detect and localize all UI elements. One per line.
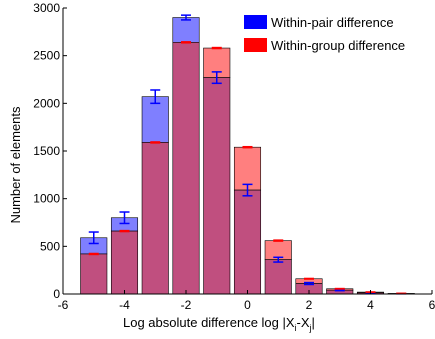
axes-layer: -6 -4 -2 0 2 4 6 0 500 1000 1500 2000 2500 3000 (33, 1, 435, 312)
y-tick-label-6: 3000 (33, 1, 60, 15)
y-tick-label-0: 0 (53, 287, 60, 301)
y-tick-label-3: 1500 (33, 144, 60, 158)
bar-overlap-0 (80, 253, 108, 295)
legend-swatch-within-pair (244, 15, 267, 29)
y-tick-label-1: 500 (40, 239, 60, 253)
x-tick-label-6: 6 (429, 298, 435, 312)
bar-within-group-5 (233, 146, 262, 191)
x-tick-label-0: -6 (58, 298, 69, 312)
x-axis-label-sub-i: i (295, 323, 297, 333)
error-bars-layer (88, 14, 407, 295)
x-tick-label-5: 4 (367, 298, 374, 312)
legend-label-within-group: Within-group difference (271, 38, 405, 53)
y-tick-label-4: 2000 (33, 96, 60, 110)
x-tick-label-3: 0 (244, 298, 251, 312)
x-axis-label-end: | (312, 315, 315, 330)
x-axis-label-sub-j: j (309, 323, 312, 333)
y-axis-label: Number of elements (8, 106, 23, 224)
x-tick-label-1: -4 (119, 298, 130, 312)
bar-overlap-3 (172, 42, 200, 295)
bar-overlap-6 (264, 259, 292, 295)
bar-within-pair-3 (172, 17, 200, 43)
bar-overlap-2 (141, 142, 169, 295)
bar-overlap-4 (203, 77, 231, 295)
legend-swatch-within-group (244, 38, 267, 52)
bar-overlap-1 (110, 230, 139, 295)
y-tick-label-2: 1000 (33, 192, 60, 206)
bars-layer (80, 17, 415, 295)
legend-label-within-pair: Within-pair difference (271, 15, 394, 30)
x-axis-label-dash: -X (297, 315, 310, 330)
y-tick-label-5: 2500 (33, 49, 60, 63)
x-tick-label-2: -2 (181, 298, 192, 312)
legend: Within-pair difference Within-group diff… (244, 15, 405, 53)
bar-overlap-5 (233, 189, 262, 295)
x-axis-label: Log absolute difference log |Xi-Xj| (123, 315, 315, 333)
x-axis-label-main: Log absolute difference log |X (123, 315, 295, 330)
x-tick-label-4: 2 (306, 298, 313, 312)
